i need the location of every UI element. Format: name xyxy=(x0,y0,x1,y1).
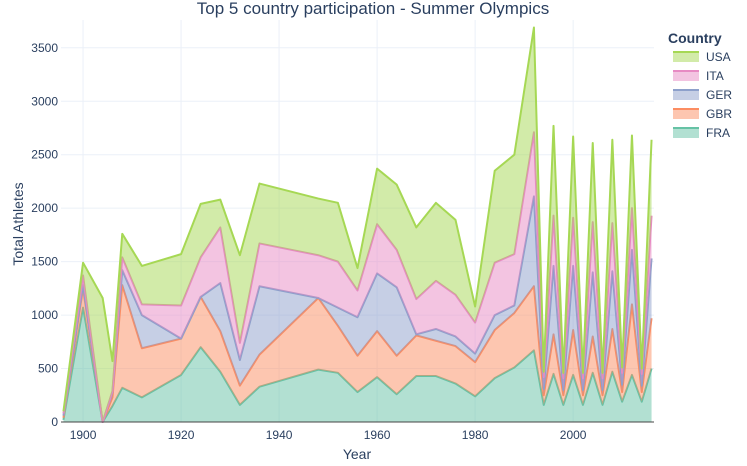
legend-item-usa: USA xyxy=(673,50,731,64)
legend-title: Country xyxy=(668,30,722,46)
legend-label: ITA xyxy=(706,69,724,83)
y-tick-label: 3000 xyxy=(31,94,58,108)
x-axis-title: Year xyxy=(343,446,372,461)
y-tick-label: 1500 xyxy=(31,255,58,269)
legend-swatch xyxy=(673,109,699,119)
y-axis-title: Total Athletes xyxy=(10,182,26,265)
y-tick-label: 500 xyxy=(38,362,58,376)
legend-swatch xyxy=(673,90,699,100)
legend-label: GBR xyxy=(706,107,732,121)
area-gbr xyxy=(63,285,652,422)
legend-label: GER xyxy=(706,88,732,102)
x-tick-label: 1960 xyxy=(364,428,391,442)
chart-title: Top 5 country participation - Summer Oly… xyxy=(197,0,549,18)
legend-item-gbr: GBR xyxy=(673,107,732,121)
legend-label: USA xyxy=(706,50,731,64)
y-tick-label: 2000 xyxy=(31,201,58,215)
area-line-usa xyxy=(62,26,653,412)
area-series-group xyxy=(62,26,653,423)
x-tick-label: 1900 xyxy=(70,428,97,442)
x-tick-label: 1940 xyxy=(266,428,293,442)
area-fra xyxy=(63,307,652,422)
legend-swatch xyxy=(673,71,699,81)
x-tick-label: 2000 xyxy=(560,428,587,442)
legend: Country USA ITA GER GBR FRA xyxy=(668,30,732,140)
legend-item-fra: FRA xyxy=(673,126,730,140)
y-tick-label: 3500 xyxy=(31,41,58,55)
x-tick-label: 1920 xyxy=(168,428,195,442)
legend-item-ger: GER xyxy=(673,88,732,102)
x-tick-label: 1980 xyxy=(462,428,489,442)
legend-swatch xyxy=(673,128,699,138)
y-tick-label: 1000 xyxy=(31,308,58,322)
y-tick-label: 0 xyxy=(51,415,58,429)
axes: 0 500 1000 1500 2000 2500 3000 3500 1900 1920 1940… xyxy=(31,41,654,442)
legend-label: FRA xyxy=(706,126,730,140)
legend-swatch xyxy=(673,52,699,62)
legend-item-ita: ITA xyxy=(673,69,724,83)
y-tick-label: 2500 xyxy=(31,148,58,162)
